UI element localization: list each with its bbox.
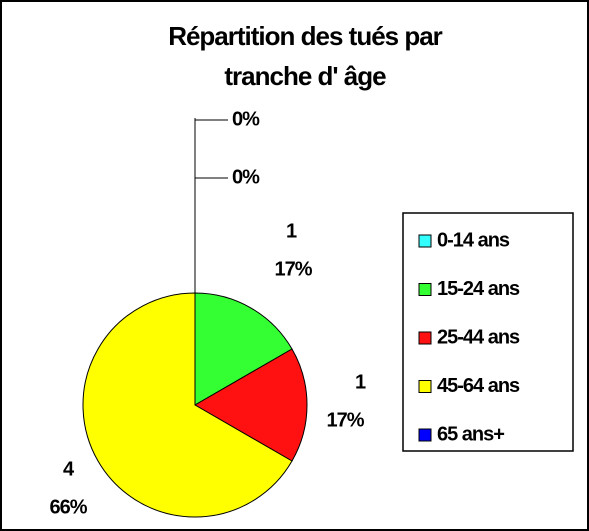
value-label: 4 (63, 458, 75, 480)
legend-label: 65 ans+ (437, 423, 504, 445)
legend-label: 25-44 ans (437, 326, 520, 348)
legend-swatch (418, 428, 432, 442)
chart-title: Répartition des tués par (168, 21, 442, 51)
percent-label: 0% (232, 108, 260, 130)
legend-swatch (418, 380, 432, 393)
percent-label: 17% (326, 409, 364, 431)
legend-label: 0-14 ans (437, 229, 510, 251)
legend-label: 15-24 ans (437, 278, 520, 300)
legend-swatch (418, 283, 432, 296)
percent-label: 0% (232, 166, 260, 188)
legend-label: 45-64 ans (437, 375, 520, 397)
pie-slice (194, 292, 293, 406)
pie-slice (82, 292, 293, 518)
percent-label: 17% (274, 258, 312, 280)
value-label: 1 (286, 220, 297, 242)
value-label: 1 (355, 371, 366, 393)
percent-label: 66% (49, 496, 87, 518)
legend-swatch (418, 234, 432, 248)
pie-slice (193, 348, 308, 462)
legend-swatch (418, 331, 432, 345)
chart-title: tranche d' âge (224, 61, 386, 91)
